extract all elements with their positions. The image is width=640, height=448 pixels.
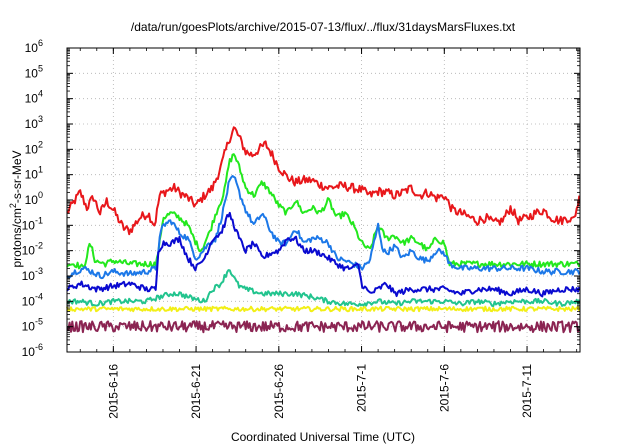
series-line-4 [66, 269, 581, 308]
y-tick-label: 103 [25, 114, 43, 131]
y-tick-label: 10-2 [22, 241, 43, 258]
y-tick-label: 10-6 [22, 342, 43, 359]
series-line-0 [66, 126, 581, 236]
x-tick-label: 2015-6-26 [272, 364, 286, 419]
y-tick-label: 10-5 [22, 317, 43, 334]
series-line-6 [66, 320, 581, 334]
axis-ticks [67, 47, 580, 353]
y-tick-label: 104 [25, 89, 43, 106]
y-tick-label: 100 [25, 190, 43, 207]
x-tick-label: 2015-6-16 [106, 364, 120, 419]
series-line-2 [66, 175, 581, 280]
y-tick-label: 10-1 [22, 215, 43, 232]
y-tick-label: 101 [25, 165, 43, 182]
x-tick-label: 2015-7-1 [355, 364, 369, 412]
data-series [66, 126, 581, 334]
series-line-5 [66, 305, 581, 313]
chart-title: /data/run/goesPlots/archive/2015-07-13/f… [131, 20, 516, 34]
series-line-1 [66, 153, 581, 270]
y-tick-labels: 10-6 10-5 10-4 10-3 10-2 10-1 100 101 102 103 104 1… [22, 38, 43, 359]
x-tick-label: 2015-7-6 [437, 364, 451, 412]
y-tick-label: 105 [25, 63, 43, 80]
y-axis-label: protons/cm2-s-sr-MeV [8, 150, 24, 267]
y-tick-label: 10-4 [22, 291, 43, 308]
y-tick-label: 102 [25, 139, 43, 156]
y-tick-label: 106 [25, 38, 43, 55]
grid-lines [67, 48, 580, 352]
x-tick-label: 2015-6-21 [189, 364, 203, 419]
x-tick-label: 2015-7-11 [520, 364, 534, 418]
x-tick-labels: 2015-6-16 2015-6-21 2015-6-26 2015-7-1 2015-… [106, 364, 534, 419]
y-tick-label: 10-3 [22, 266, 43, 283]
x-axis-label: Coordinated Universal Time (UTC) [231, 430, 415, 444]
series-line-3 [66, 211, 581, 298]
